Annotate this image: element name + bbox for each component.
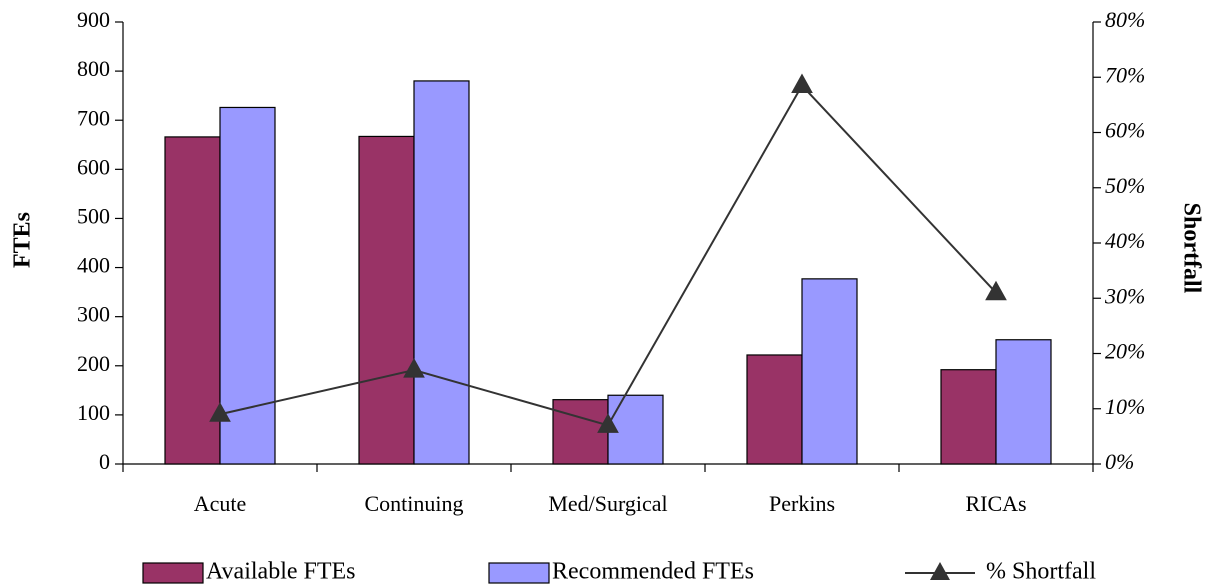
y2-tick-label: 50% <box>1105 173 1145 198</box>
legend: Available FTEs Recommended FTEs % Shortfal… <box>142 559 1096 585</box>
legend-swatch <box>142 562 204 584</box>
shortfall-line <box>219 83 997 427</box>
line-point <box>209 402 231 422</box>
tick-labels: 0 100 200 300 400 500 600 700 800 900 0% 10% 20% 30% 4… <box>77 7 1145 516</box>
line-point <box>791 73 813 94</box>
legend-label: % Shortfall <box>986 559 1096 585</box>
y2-tick-label: 0% <box>1105 449 1134 474</box>
bar-series <box>164 80 1052 465</box>
y-tick-label: 500 <box>77 203 110 228</box>
legend-item: Recommended FTEs <box>488 559 754 585</box>
y2-tick-label: 80% <box>1105 7 1145 32</box>
line-point <box>403 358 425 378</box>
x-tick-label: Perkins <box>769 491 835 516</box>
y-tick-label: 0 <box>99 449 110 474</box>
y-tick-label: 700 <box>77 105 110 130</box>
line-point <box>597 413 619 433</box>
x-tick-label: Continuing <box>364 491 463 516</box>
y-tick-label: 900 <box>77 7 110 32</box>
y2-tick-label: 60% <box>1105 118 1145 143</box>
y-tick-label: 800 <box>77 56 110 81</box>
y-tick-label: 200 <box>77 351 110 376</box>
y2-tick-label: 70% <box>1105 62 1145 87</box>
x-tick-label: RICAs <box>965 491 1026 516</box>
y-tick-label: 300 <box>77 302 110 327</box>
x-tick-label: Med/Surgical <box>548 491 667 516</box>
y2-tick-label: 40% <box>1105 228 1145 253</box>
y2-axis-title: Shortfall <box>1178 203 1204 294</box>
legend-swatch <box>488 562 550 584</box>
y2-tick-label: 10% <box>1105 394 1145 419</box>
bar <box>607 394 664 465</box>
bar <box>219 106 276 465</box>
y-tick-label: 400 <box>77 253 110 278</box>
y-axis-title: FTEs <box>10 212 36 268</box>
legend-marker <box>930 562 950 580</box>
bar <box>413 80 470 465</box>
line-point <box>985 280 1007 301</box>
x-tick-label: Acute <box>194 491 247 516</box>
y-tick-label: 600 <box>77 154 110 179</box>
bar <box>164 136 221 465</box>
legend-item: % Shortfall <box>905 559 1096 585</box>
legend-label: Recommended FTEs <box>552 559 754 585</box>
y-tick-label: 100 <box>77 400 110 425</box>
bar <box>358 135 415 465</box>
y2-tick-label: 20% <box>1105 339 1145 364</box>
legend-item: Available FTEs <box>142 559 356 585</box>
legend-label: Available FTEs <box>206 559 356 585</box>
bar <box>801 278 858 465</box>
y2-tick-label: 30% <box>1104 283 1145 308</box>
bar <box>940 369 997 465</box>
bar <box>995 339 1052 465</box>
bar <box>746 354 803 465</box>
line-series <box>209 73 1007 433</box>
